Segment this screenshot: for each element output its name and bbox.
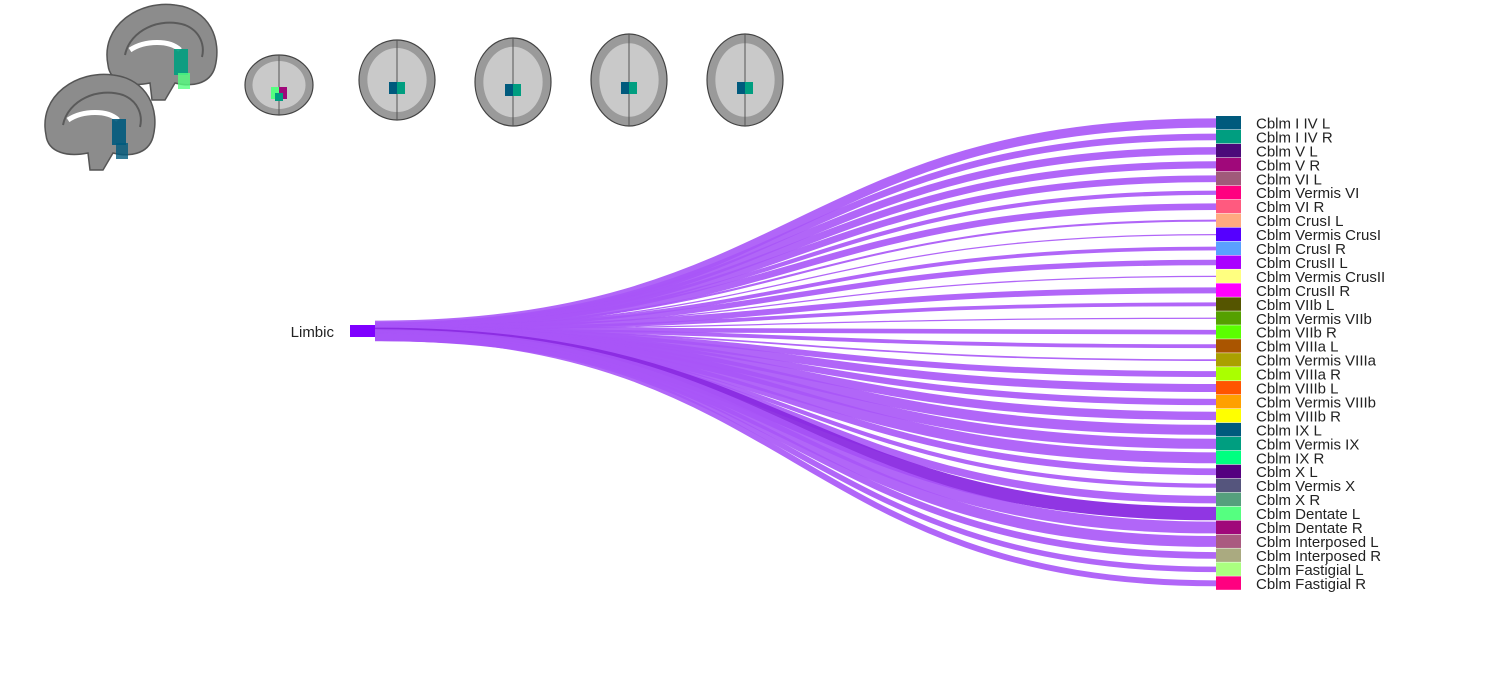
target-node-bar	[1216, 450, 1241, 465]
target-node-label: Cblm Vermis VIIIa	[1256, 353, 1377, 370]
target-node-bar	[1216, 241, 1241, 255]
target-node-label: Cblm V L	[1256, 143, 1318, 160]
target-node-label: Cblm Fastigial L	[1256, 562, 1364, 579]
target-node-bar	[1216, 422, 1241, 437]
target-node-label: Cblm Vermis X	[1256, 478, 1355, 495]
target-node-bar	[1216, 381, 1241, 395]
source-node-label: Limbic	[291, 324, 335, 341]
target-node-bar	[1216, 311, 1241, 325]
source-node-bar	[350, 325, 375, 337]
target-node-bar	[1216, 297, 1241, 311]
target-node-bar	[1216, 395, 1241, 409]
target-node-label: Cblm IX L	[1256, 422, 1322, 439]
target-node-bar	[1216, 129, 1241, 144]
target-node-bar	[1216, 436, 1241, 451]
target-node-bar	[1216, 339, 1241, 353]
target-node-bar	[1216, 325, 1241, 339]
target-node-label: Cblm X R	[1256, 492, 1320, 509]
flow-links	[374, 118, 1217, 587]
target-node-label: Cblm Dentate L	[1256, 506, 1360, 523]
target-node-bar	[1216, 353, 1241, 367]
target-node-label: Cblm Interposed R	[1256, 548, 1381, 565]
target-node-bar	[1216, 534, 1241, 548]
target-node-label: Cblm Interposed L	[1256, 534, 1379, 551]
target-node-label: Cblm CrusI R	[1256, 241, 1346, 258]
brain-thumbnails	[44, 3, 784, 171]
target-node-label: Cblm I IV R	[1256, 129, 1333, 146]
target-node-label: Cblm Vermis IX	[1256, 436, 1359, 453]
axial-brain-slice	[590, 33, 668, 127]
target-node-bar	[1216, 116, 1241, 130]
target-node-bar	[1216, 213, 1241, 228]
target-node-bar	[1216, 492, 1241, 507]
target-node-bar	[1216, 171, 1241, 186]
axial-brain-slice	[706, 33, 784, 127]
target-node-label: Cblm Vermis VIIIb	[1256, 394, 1376, 411]
target-node-label: Cblm X L	[1256, 464, 1318, 481]
target-node-bar	[1216, 548, 1241, 562]
target-node-label: Cblm CrusII R	[1256, 283, 1350, 300]
axial-brain-slice	[358, 39, 436, 121]
target-node-bar	[1216, 367, 1241, 381]
target-node-label: Cblm VIIb R	[1256, 325, 1337, 342]
target-node-bar	[1216, 464, 1241, 479]
target-node-label: Cblm VIIb L	[1256, 297, 1334, 314]
sagittal-brain-image	[106, 3, 218, 101]
target-node-bar	[1216, 143, 1241, 158]
source-node: Limbic	[291, 324, 375, 341]
target-node-label: Cblm V R	[1256, 157, 1320, 174]
target-node-label: Cblm Vermis VIIb	[1256, 311, 1372, 328]
target-node-bar	[1216, 227, 1241, 242]
target-node-bar	[1216, 562, 1241, 576]
target-node-bar	[1216, 576, 1241, 590]
target-node-label: Cblm Vermis VI	[1256, 185, 1359, 202]
target-node-bar	[1216, 283, 1241, 297]
target-node-bar	[1216, 478, 1241, 493]
target-node-label: Cblm I IV L	[1256, 115, 1330, 132]
target-node-label: Cblm VI L	[1256, 171, 1322, 188]
sagittal-brain-image	[44, 73, 156, 171]
target-node-label: Cblm VIIIb R	[1256, 408, 1341, 425]
target-node-label: Cblm Vermis CrusI	[1256, 227, 1381, 244]
target-node-bar	[1216, 185, 1241, 200]
axial-brain-slice	[244, 54, 314, 116]
target-node-label: Cblm Dentate R	[1256, 520, 1363, 537]
target-node-label: Cblm VIIIa L	[1256, 339, 1339, 356]
target-node-bar	[1216, 520, 1241, 534]
target-node-label: Cblm VIIIb L	[1256, 381, 1339, 398]
axial-brain-slice	[474, 37, 552, 127]
target-node-bar	[1216, 269, 1241, 283]
target-node-label: Cblm VI R	[1256, 199, 1325, 216]
target-node-bar	[1216, 408, 1241, 423]
target-node-label: Cblm CrusI L	[1256, 213, 1344, 230]
target-node-label: Cblm IX R	[1256, 450, 1325, 467]
target-node-bar	[1216, 199, 1241, 214]
flow-link	[374, 333, 1217, 587]
target-node-bar	[1216, 255, 1241, 269]
target-node-label: Cblm Fastigial R	[1256, 576, 1366, 593]
target-node-label: Cblm CrusII L	[1256, 255, 1348, 272]
target-node-label: Cblm Vermis CrusII	[1256, 269, 1385, 286]
target-node-bar	[1216, 157, 1241, 172]
target-node-bar	[1216, 506, 1241, 521]
target-node-label: Cblm VIIIa R	[1256, 367, 1341, 384]
